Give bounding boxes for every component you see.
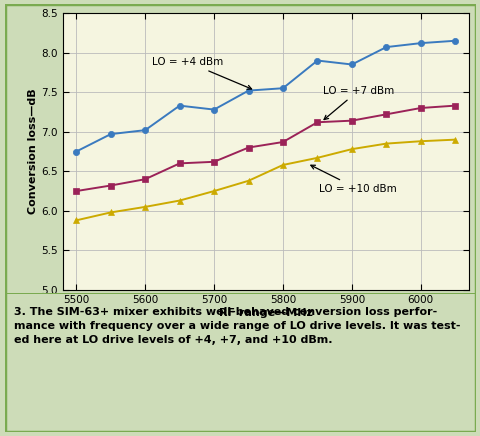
Text: LO = +7 dBm: LO = +7 dBm	[322, 85, 394, 119]
Text: 3. The SIM-63+ mixer exhibits well-behaved conversion loss perfor-
mance with fr: 3. The SIM-63+ mixer exhibits well-behav…	[14, 307, 460, 345]
Text: LO = +10 dBm: LO = +10 dBm	[310, 165, 396, 194]
X-axis label: RF range—MHz: RF range—MHz	[218, 307, 312, 317]
Text: LO = +4 dBm: LO = +4 dBm	[152, 57, 251, 89]
Y-axis label: Conversion loss—dB: Conversion loss—dB	[28, 89, 38, 215]
